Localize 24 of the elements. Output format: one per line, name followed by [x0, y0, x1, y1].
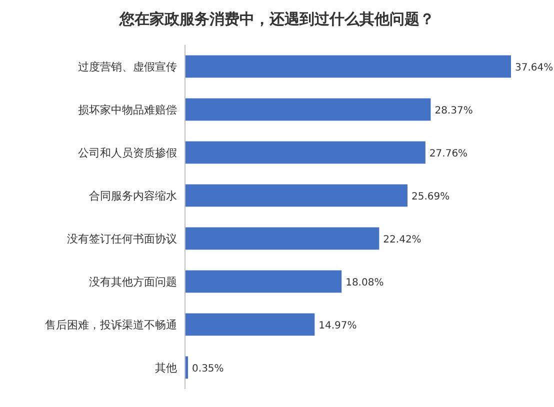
- bar: [185, 184, 408, 207]
- data-label: 27.76%: [429, 148, 468, 160]
- bar: [185, 141, 426, 164]
- bar: [185, 227, 380, 250]
- data-label: 0.35%: [192, 364, 224, 374]
- y-tick-label: 损坏家中物品难赔偿: [78, 104, 177, 116]
- y-tick-label: 没有其他方面问题: [89, 276, 177, 288]
- bar: [185, 55, 511, 78]
- data-label: 14.97%: [318, 320, 357, 332]
- data-label: 18.08%: [346, 278, 384, 288]
- bar: [185, 270, 342, 293]
- y-tick-label: 合同服务内容缩水: [89, 190, 177, 202]
- data-label: 37.64%: [515, 62, 554, 74]
- data-label: 28.37%: [434, 106, 473, 116]
- data-label: 22.42%: [383, 234, 422, 246]
- bar: [185, 98, 431, 121]
- y-tick-label: 过度营销、虚假宣传: [78, 60, 177, 74]
- y-tick-label: 售后困难，投诉渠道不畅通: [45, 318, 177, 332]
- bar: [185, 313, 315, 336]
- chart-title: 您在家政服务消费中，还遇到过什么其他问题？: [118, 10, 434, 28]
- y-tick-label: 公司和人员资质掺假: [78, 146, 177, 160]
- y-tick-label: 没有签订任何书面协议: [67, 232, 177, 246]
- data-label: 25.69%: [412, 192, 450, 202]
- y-tick-label: 其他: [155, 362, 177, 374]
